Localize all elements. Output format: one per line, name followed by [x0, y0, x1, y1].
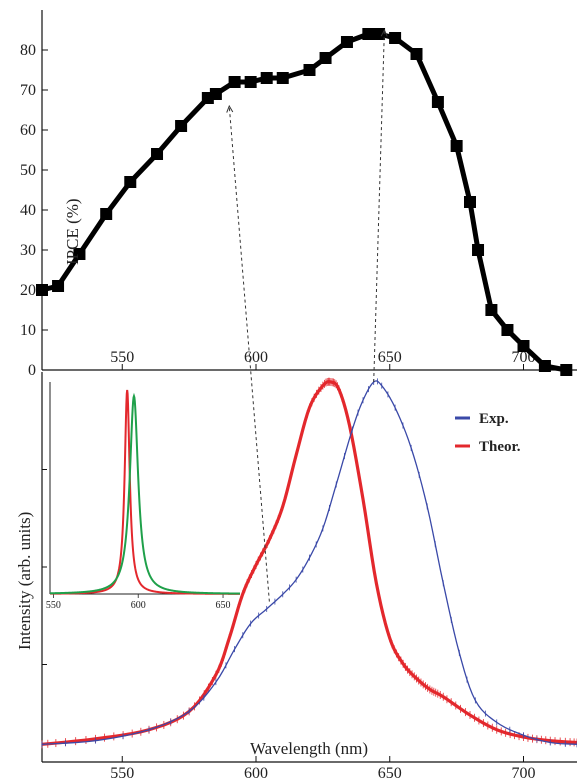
ipce-point — [362, 28, 375, 40]
ipce-point — [276, 72, 289, 84]
ipce-point — [36, 284, 48, 296]
ipce-point — [228, 76, 241, 88]
intensity-ticks: 550 600 650 700 — [42, 469, 536, 782]
ipce-point — [73, 248, 86, 260]
ipce-point — [450, 140, 463, 152]
ipce-y-tick-label: 50 — [20, 162, 36, 179]
ipce-y-tick-label: 60 — [20, 122, 36, 139]
ipce-y-axis-label: IPCE (%) — [63, 198, 82, 265]
bottom-panel: 550 600 650 700 Intensity (arb. units) Wave… — [15, 372, 577, 782]
ipce-point — [389, 32, 402, 44]
ipce-point — [52, 280, 65, 292]
intensity-series — [41, 377, 577, 749]
arrow-head — [226, 104, 234, 113]
ipce-point — [209, 88, 222, 100]
ipce-point — [319, 52, 332, 64]
ipce-y-tick-label: 20 — [20, 282, 36, 299]
ipce-y-tick-label: 10 — [20, 322, 36, 339]
legend-label-exp: Exp. — [479, 411, 509, 427]
intensity-x-tick-label: 550 — [110, 765, 134, 782]
legend-label-theor: Theor. — [479, 439, 521, 455]
intensity-y-axis-label: Intensity (arb. units) — [15, 512, 34, 650]
ipce-y-tick-label: 40 — [20, 202, 36, 219]
ipce-point — [464, 196, 476, 208]
ipce-y-tick-label: 80 — [20, 42, 36, 59]
arrow-annotations — [226, 28, 388, 602]
ipce-y-tick-label: 0 — [28, 362, 36, 379]
ipce-x-tick-label: 650 — [378, 349, 402, 366]
inset-x-tick-label: 600 — [131, 600, 146, 611]
ipce-point — [373, 28, 386, 40]
ipce-y-tick-label: 30 — [20, 242, 36, 259]
intensity-x-tick-label: 600 — [244, 765, 268, 782]
inset-plot: 550 600 650 — [46, 380, 241, 611]
ipce-x-tick-label: 550 — [110, 349, 134, 366]
intensity-x-tick-label: 700 — [512, 765, 536, 782]
intensity-x-tick-label: 650 — [378, 765, 402, 782]
arrow-head — [380, 28, 388, 37]
ipce-y-tick-label: 70 — [20, 82, 36, 99]
inset-x-tick-label: 550 — [46, 600, 61, 611]
ipce-point — [244, 76, 257, 88]
ipce-point — [151, 148, 164, 160]
ipce-point — [124, 176, 137, 188]
dashed-arrow — [228, 105, 270, 602]
ipce-point — [538, 360, 551, 372]
ipce-point — [485, 304, 498, 316]
inset-x-tick-label: 650 — [216, 600, 231, 611]
ipce-point — [517, 340, 530, 352]
ipce-x-tick-label: 600 — [244, 349, 268, 366]
ipce-point — [431, 96, 444, 108]
ipce-point — [501, 324, 514, 336]
ipce-point — [175, 120, 188, 132]
wavelength-x-axis-label: Wavelength (nm) — [250, 739, 368, 758]
inset-series — [49, 389, 241, 595]
inset-green-line — [49, 392, 241, 595]
ipce-point — [260, 72, 273, 84]
dashed-arrow — [373, 29, 385, 383]
ipce-point — [410, 48, 423, 60]
ipce-series — [36, 28, 573, 376]
ipce-point — [303, 64, 316, 76]
ipce-point — [560, 364, 573, 376]
ipce-point — [472, 244, 485, 256]
legend: Exp. Theor. — [455, 411, 521, 455]
ipce-point — [100, 208, 113, 220]
ipce-point — [340, 36, 353, 48]
